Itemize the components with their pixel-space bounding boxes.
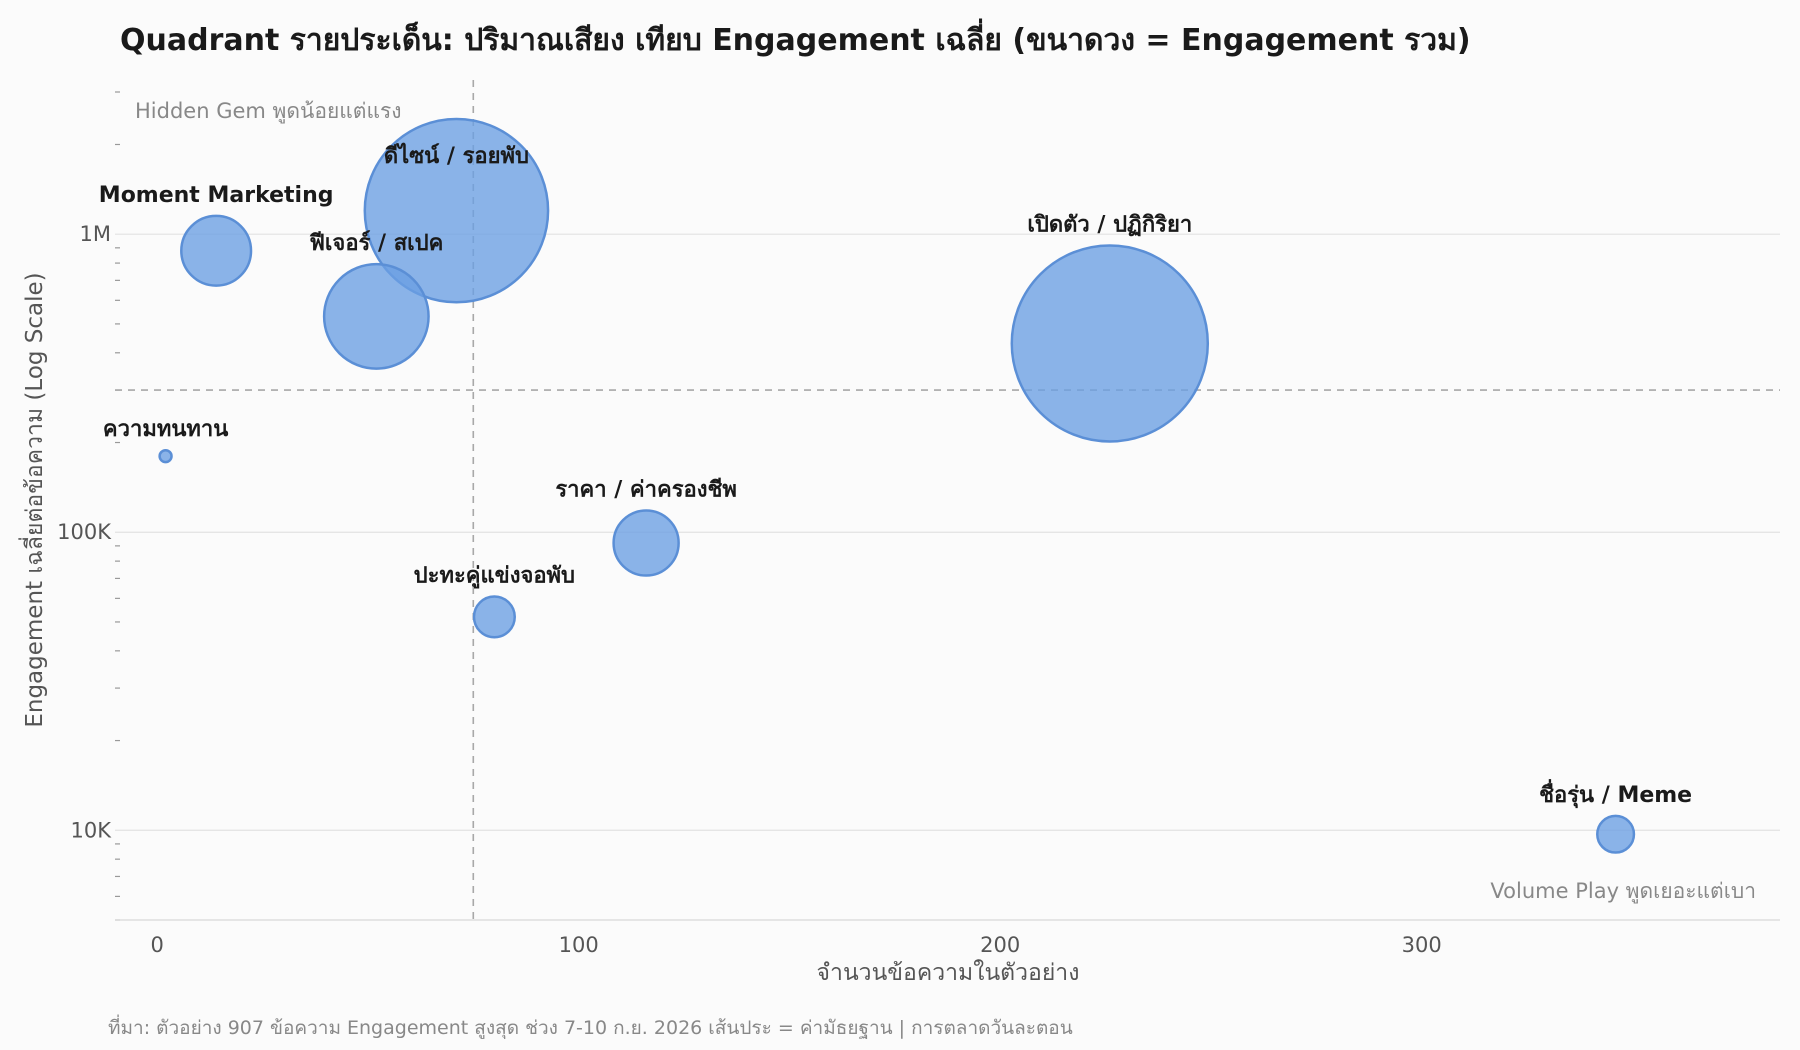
bubble-point: [180, 214, 253, 287]
chart-title: Quadrant รายประเด็น: ปริมาณเสียง เทียบ E…: [120, 18, 1471, 58]
bubble-point: [472, 595, 516, 639]
bubble-label: ฟีเจอร์ / สเปค: [309, 230, 443, 256]
bubble-label: ปะทะคู่แข่งจอพับ: [414, 564, 575, 590]
y-tick-label: 1M: [80, 222, 111, 246]
bubble-point: [158, 448, 173, 464]
bubble-label: เปิดตัว / ปฏิกิริยา: [1027, 212, 1192, 237]
x-tick-label: 300: [1402, 933, 1442, 957]
x-tick-label: 200: [980, 933, 1020, 957]
median-lines: [115, 80, 1780, 920]
y-tick-label: 100K: [57, 520, 112, 544]
source-note: ที่มา: ตัวอย่าง 907 ข้อความ Engagement ส…: [108, 1014, 1073, 1040]
x-tick-label: 0: [150, 933, 163, 957]
bubble-label: ราคา / ค่าครองชีพ: [555, 478, 737, 503]
bubble-layer: [158, 117, 1636, 854]
bubble-label: ความทนทาน: [103, 417, 228, 442]
bubble-point: [1596, 814, 1636, 854]
quadrant-label-hidden-gem: Hidden Gem พูดน้อยแต่แรง: [135, 99, 402, 124]
quadrant-label-volume-play: Volume Play พูดเยอะแต่เบา: [1490, 879, 1756, 904]
bubble-label: ดีไซน์ / รอยพับ: [384, 142, 529, 169]
tick-label-layer: 10K 100K 1M 0 100 200 300: [57, 222, 1442, 957]
y-axis-label: Engagement เฉลี่ยต่อข้อความ (Log Scale): [18, 272, 48, 727]
bubble-point: [1010, 244, 1210, 443]
bubble-point: [322, 262, 430, 370]
bubble-point: [612, 509, 680, 577]
y-tick-label: 10K: [71, 818, 113, 842]
bubble-label: Moment Marketing: [99, 183, 334, 208]
x-axis-label: จำนวนข้อความในตัวอย่าง: [817, 959, 1080, 986]
bubble-label-layer: ดีไซน์ / รอยพับ Moment Marketing ฟีเจอร์ /…: [99, 142, 1692, 809]
bubble-label: ชื่อรุ่น / Meme: [1539, 778, 1692, 809]
bubble-point: [363, 117, 550, 304]
x-tick-label: 100: [559, 933, 599, 957]
